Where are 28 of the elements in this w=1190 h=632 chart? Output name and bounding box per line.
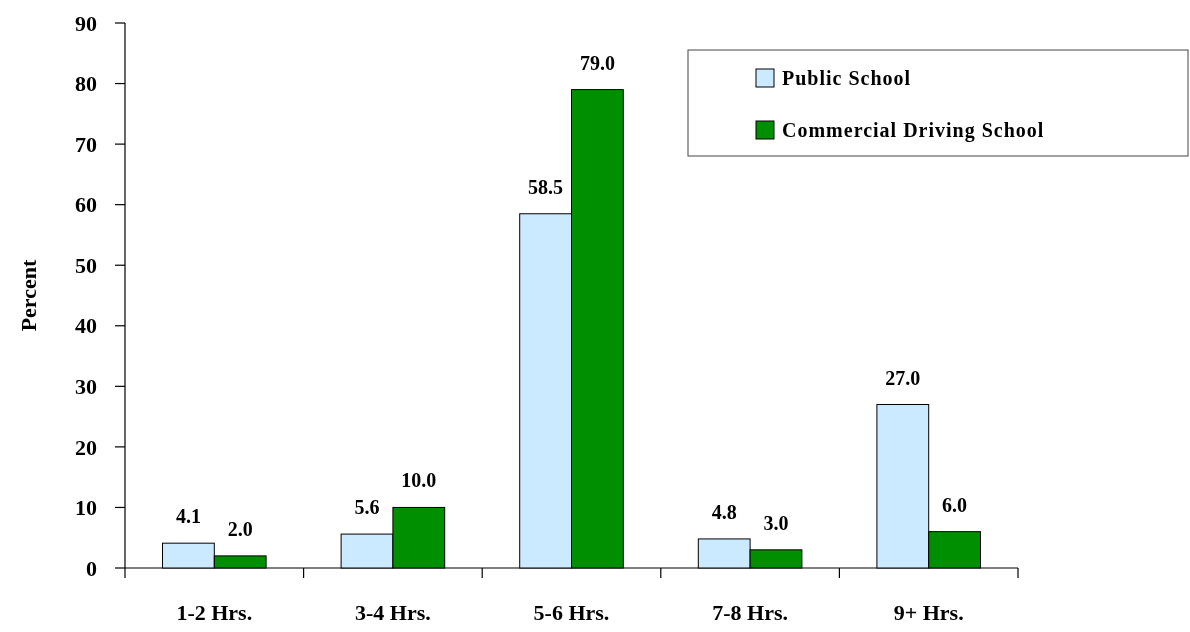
legend-label: Public School bbox=[782, 67, 912, 89]
y-tick-label: 0 bbox=[86, 555, 97, 581]
text: 3.0 bbox=[763, 511, 789, 534]
x-tick-label: 3-4 Hrs. bbox=[355, 599, 431, 625]
text: 2.0 bbox=[227, 517, 253, 540]
text: 4.1 bbox=[175, 505, 201, 528]
text: 6.0 bbox=[942, 493, 968, 516]
x-tick-label: 7-8 Hrs. bbox=[712, 599, 788, 625]
text: 4.8 bbox=[711, 500, 737, 523]
legend-label: Commercial Driving School bbox=[782, 119, 1045, 142]
y-tick-label: 10 bbox=[75, 495, 97, 521]
text: 27.0 bbox=[885, 366, 921, 389]
text: 79.0 bbox=[579, 51, 615, 74]
y-tick-label: 40 bbox=[75, 313, 97, 339]
y-tick-label: 20 bbox=[75, 434, 97, 460]
y-tick-label: 50 bbox=[75, 252, 97, 278]
y-axis-title: Percent bbox=[15, 259, 41, 332]
x-tick-label: 5-6 Hrs. bbox=[533, 599, 610, 625]
text: 58.5 bbox=[528, 175, 564, 198]
y-tick-label: 80 bbox=[75, 71, 97, 97]
y-tick-label: 70 bbox=[75, 131, 97, 157]
y-tick-label: 90 bbox=[75, 10, 97, 36]
y-tick-label: 60 bbox=[75, 192, 97, 218]
x-tick-label: 9+ Hrs. bbox=[893, 599, 964, 625]
text: 10.0 bbox=[401, 469, 437, 492]
x-tick-label: 1-2 Hrs. bbox=[176, 599, 253, 625]
y-tick-label: 30 bbox=[75, 374, 97, 400]
text: 5.6 bbox=[354, 496, 380, 519]
